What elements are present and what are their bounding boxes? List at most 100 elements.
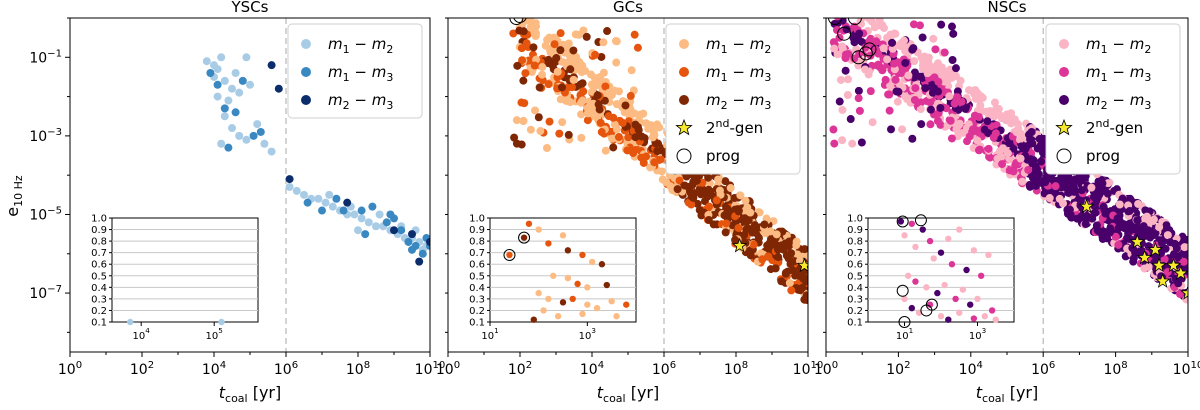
data-point-m1-m3 — [220, 104, 229, 113]
inset-data-point — [579, 251, 586, 259]
data-point-m1-m3 — [931, 45, 940, 54]
legend-marker — [679, 39, 689, 49]
inset-data-point — [970, 315, 978, 322]
data-point-m1-m3 — [224, 143, 233, 152]
inset-data-point — [554, 313, 562, 320]
data-point-m2-m3 — [558, 83, 567, 92]
inset-data-point — [956, 226, 963, 233]
data-point-m2-m3 — [744, 216, 753, 225]
data-point-m1-m2 — [611, 37, 620, 46]
data-point-m1-m3 — [891, 75, 900, 84]
second-gen-star — [1136, 249, 1153, 265]
data-point-m1-m2 — [328, 202, 337, 211]
data-point-m2-m3 — [597, 52, 606, 61]
data-point-m1-m3 — [386, 210, 395, 219]
data-point-m1-m3 — [382, 218, 391, 227]
inset-x-tick-label: 105 — [206, 326, 223, 342]
legend-label: 2nd-gen — [706, 117, 763, 137]
data-point-m2-m3 — [888, 38, 897, 47]
data-point-m1-m2 — [715, 186, 724, 195]
data-point-m1-m2 — [868, 118, 877, 127]
data-point-m1-m3 — [975, 145, 984, 154]
inset-data-point — [589, 258, 596, 266]
inset-y-tick-label: 0.4 — [847, 283, 863, 294]
data-point-m1-m2 — [587, 80, 596, 89]
data-point-m2-m3 — [724, 206, 733, 215]
inset-data-point — [530, 316, 537, 323]
data-point-m1-m2 — [242, 135, 251, 144]
inset-data-point — [569, 295, 576, 303]
data-point-m1-m3 — [974, 112, 983, 121]
data-point-m2-m3 — [781, 268, 790, 277]
data-point-m2-m3 — [854, 86, 863, 95]
inset-y-tick-label: 0.4 — [91, 283, 107, 294]
data-point-m1-m2 — [364, 218, 373, 227]
legend-label: m1 − m2 — [328, 35, 393, 56]
data-point-m1-m2 — [202, 57, 211, 66]
data-point-m1-m3 — [705, 202, 714, 211]
inset-data-point — [559, 232, 567, 239]
data-point-m2-m3 — [1129, 254, 1138, 263]
data-point-m2-m3 — [1078, 176, 1087, 185]
data-point-m1-m3 — [596, 118, 605, 127]
data-point-m1-m2 — [1012, 128, 1021, 137]
x-tick-label: 1010 — [793, 360, 824, 378]
data-point-m1-m2 — [855, 6, 863, 14]
data-point-m1-m2 — [793, 250, 802, 259]
data-point-m1-m2 — [883, 55, 892, 64]
data-point-m1-m2 — [577, 60, 586, 69]
data-point-m2-m3 — [535, 83, 544, 92]
legend-label: prog — [706, 147, 740, 165]
data-point-m2-m3 — [771, 264, 780, 273]
data-point-m1-m2 — [904, 71, 913, 80]
data-point-m1-m2 — [835, 0, 843, 4]
plot-area — [202, 18, 430, 352]
data-point-m2-m3 — [1009, 144, 1018, 153]
legend-frame — [665, 23, 801, 175]
inset-y-tick-label: 0.9 — [91, 225, 107, 236]
data-point-m1-m2 — [1115, 200, 1124, 209]
data-point-m2-m3 — [918, 33, 927, 42]
data-point-m1-m2 — [531, 106, 540, 115]
data-point-m1-m2 — [955, 119, 964, 128]
legend-marker — [1056, 148, 1072, 164]
data-point-m1-m2 — [893, 97, 902, 106]
x-tick-label: 100 — [814, 360, 838, 378]
data-point-m1-m2 — [267, 147, 276, 156]
data-point-m2-m3 — [515, 26, 524, 35]
inset: 0.10.20.30.40.50.60.70.80.91.0 101 103 — [847, 214, 1015, 342]
data-point-m2-m3 — [951, 64, 960, 73]
inset-prog-marker — [898, 316, 911, 328]
data-point-m2-m3 — [673, 185, 682, 194]
data-point-m2-m3 — [800, 295, 808, 304]
y-tick-label: 10−1 — [29, 48, 62, 66]
data-point-m1-m3 — [874, 60, 883, 69]
data-point-m2-m3 — [784, 242, 793, 251]
data-point-m1-m2 — [973, 136, 982, 145]
inset-y-tick-label: 0.6 — [469, 260, 485, 271]
data-point-m1-m3 — [339, 206, 348, 215]
data-point-m2-m3 — [1139, 222, 1148, 231]
data-point-m1-m2 — [536, 127, 545, 136]
data-point-m1-m3 — [624, 133, 633, 142]
y-axis-label: e10 Hz — [3, 175, 25, 217]
data-point-m1-m2 — [830, 44, 839, 53]
inset-data-point — [545, 295, 552, 303]
x-tick-label: 102 — [508, 360, 532, 378]
data-point-m2-m3 — [637, 132, 646, 141]
inset-y-tick-label: 0.6 — [91, 260, 107, 271]
legend-marker — [679, 95, 689, 105]
data-point-m1-m2 — [357, 214, 366, 223]
data-point-m2-m3 — [519, 76, 528, 85]
legend-marker — [301, 39, 311, 49]
inset-data-point — [897, 218, 905, 225]
legend-marker — [1059, 67, 1069, 77]
data-point-m1-m3 — [1114, 240, 1123, 249]
legend-marker — [301, 95, 311, 105]
data-point-m1-m3 — [553, 73, 562, 82]
data-point-m2-m3 — [693, 199, 702, 208]
data-point-m2-m3 — [760, 220, 769, 229]
data-point-m2-m3 — [980, 125, 989, 134]
data-point-m2-m3 — [731, 235, 740, 244]
data-point-m1-m3 — [639, 158, 648, 167]
